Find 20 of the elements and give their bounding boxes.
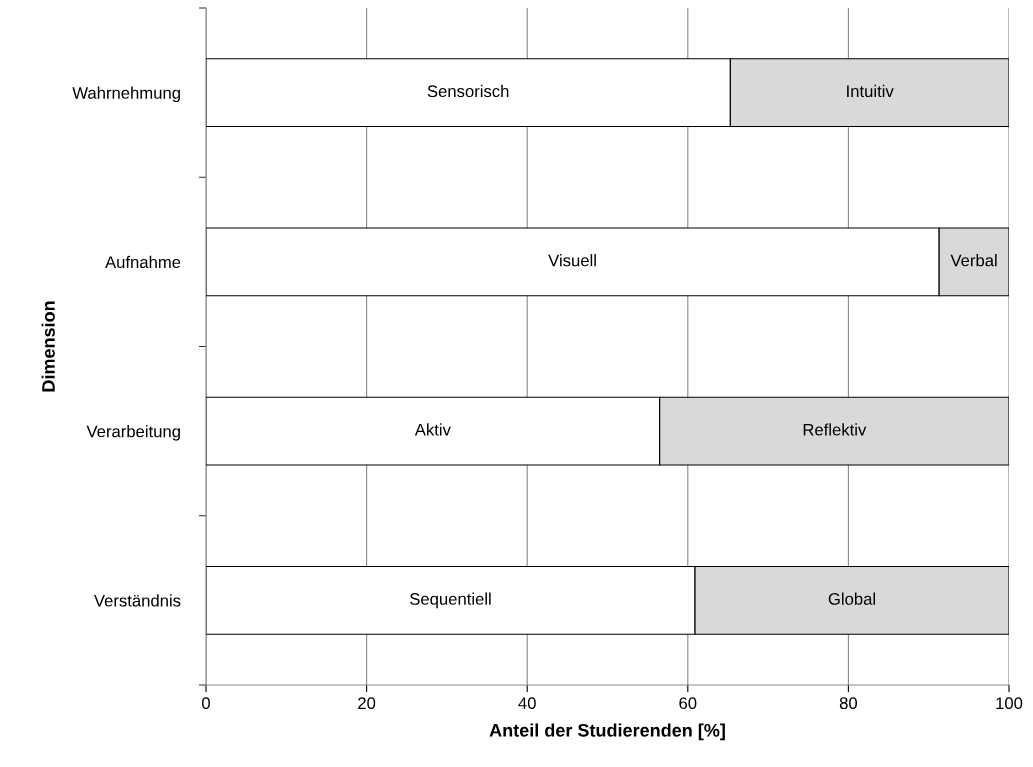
- data-label: Visuell: [548, 254, 596, 267]
- data-label: Verbal: [950, 254, 997, 267]
- x-axis-title: Anteil der Studierenden [%]: [489, 723, 725, 741]
- x-tick-label: 0: [202, 697, 210, 710]
- x-tick-label: 40: [518, 697, 536, 710]
- y-tick-label: Verständnis: [93, 594, 181, 607]
- data-label: Reflektiv: [803, 423, 867, 436]
- data-label: Sequentiell: [410, 592, 491, 609]
- data-label: Sensorisch: [427, 84, 509, 98]
- data-label: Intuitiv: [847, 84, 894, 98]
- x-tick-label: 60: [679, 697, 697, 710]
- y-tick-label: Verarbeitung: [86, 425, 180, 441]
- data-label: Global: [828, 592, 875, 605]
- y-tick-label: Wahrnehmung: [72, 86, 180, 103]
- data-label: Aktiv: [414, 423, 451, 436]
- y-axis-title: Dimension: [41, 301, 55, 392]
- x-tick-label: 20: [358, 697, 376, 710]
- x-tick-label: 80: [839, 697, 858, 710]
- y-tick-label: Aufnahme: [105, 255, 181, 269]
- x-tick-label: 100: [996, 697, 1023, 710]
